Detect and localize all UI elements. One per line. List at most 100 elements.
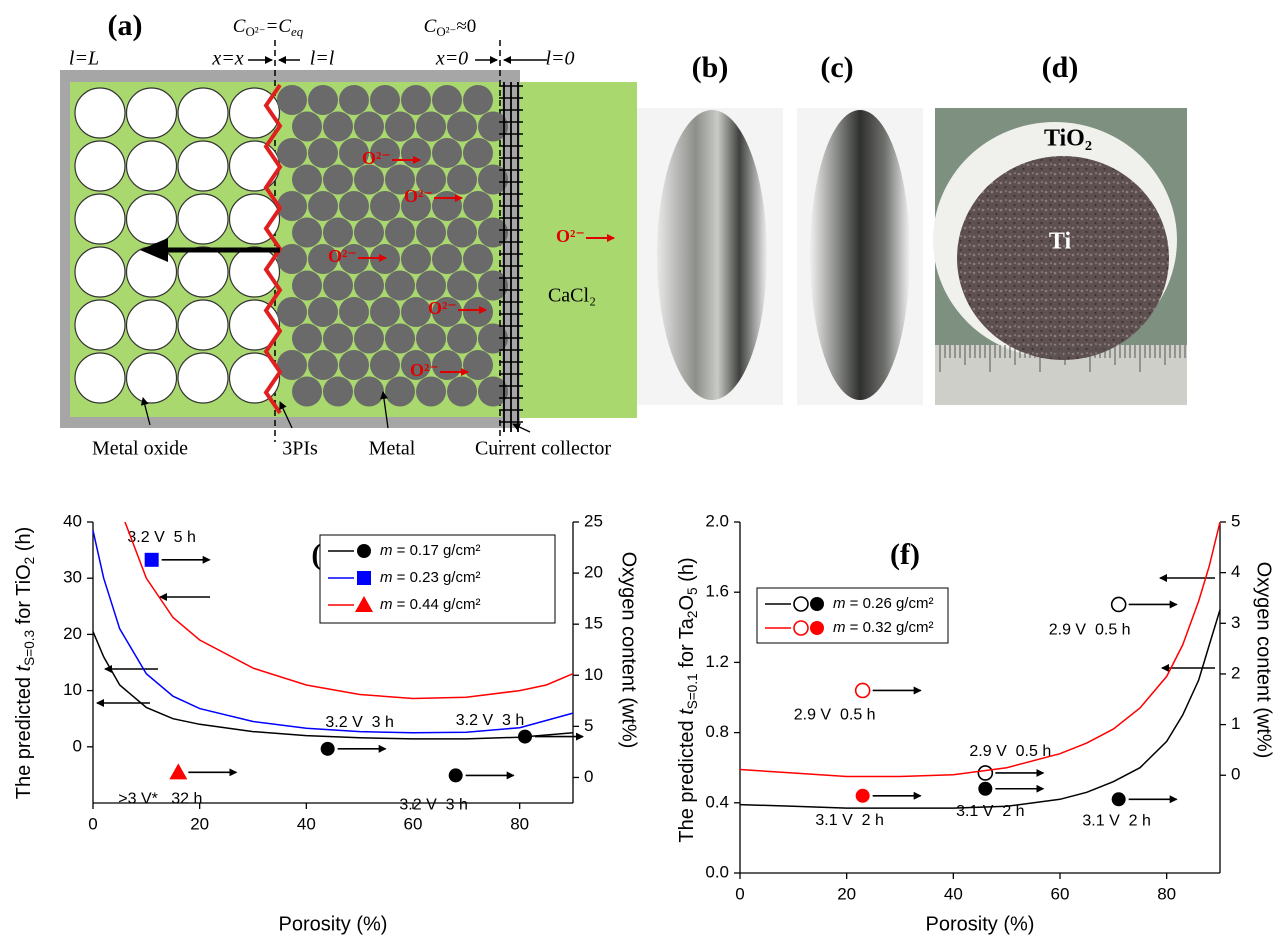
metal-particle	[370, 297, 400, 327]
x-axis-label: Porosity (%)	[926, 913, 1035, 935]
condition-label: 3.1 V 2 h	[1082, 813, 1151, 830]
y-tick-label: 1.2	[705, 652, 729, 671]
legend-marker	[810, 621, 824, 635]
marker	[856, 683, 870, 697]
text-segment: = 0.26 g/cm²	[846, 595, 934, 612]
condition-label: 2.9 V 0.5 h	[969, 743, 1051, 760]
x-axis-label: Porosity (%)	[279, 913, 388, 935]
legend-marker	[810, 597, 824, 611]
y-tick-label: 0	[73, 736, 82, 755]
metal-particle	[401, 297, 431, 327]
metal-particle	[370, 85, 400, 115]
concentration-label: CO²⁻=Ceq	[233, 16, 304, 39]
x-tick-label: 0	[88, 814, 97, 833]
y2-tick-label: 3	[1231, 613, 1240, 632]
metal-particle	[447, 377, 477, 407]
y-tick-label: 0.8	[705, 722, 729, 741]
x-tick-label: 20	[837, 884, 856, 903]
metal-particle	[354, 324, 384, 354]
legend-label: m = 0.17 g/cm²	[380, 542, 480, 559]
metal-particle	[401, 138, 431, 168]
marker	[856, 789, 870, 803]
y-axis-label: The predicted tS=0.3 for TiO2 (h)	[13, 527, 36, 799]
metal-particle	[339, 191, 369, 221]
ion-label: O²⁻	[410, 360, 439, 380]
text-segment: m	[833, 619, 846, 636]
oxide-particle	[178, 88, 228, 138]
condition-label: 2.9 V 0.5 h	[1049, 622, 1131, 639]
panel-label: (d)	[1042, 51, 1079, 84]
position-label: l=0	[545, 48, 574, 70]
legend-label: m = 0.44 g/cm²	[380, 596, 480, 613]
metal-particle	[308, 350, 338, 380]
position-label: x=x	[211, 48, 243, 70]
y-tick-label: 20	[63, 624, 82, 643]
metal-particle	[323, 324, 353, 354]
curve	[740, 522, 1220, 777]
y-tick-label: 10	[63, 680, 82, 699]
text-segment: 2	[685, 611, 700, 619]
metal-particle	[385, 112, 415, 142]
metal-particle	[308, 191, 338, 221]
text-segment: C	[424, 16, 437, 37]
photo-c-sample	[810, 110, 910, 400]
text-segment: for Ta	[676, 617, 698, 673]
marker	[978, 782, 992, 796]
marker	[1112, 792, 1126, 806]
text-segment: (h)	[13, 527, 35, 557]
text-segment: m	[833, 595, 846, 612]
metal-particle	[432, 138, 462, 168]
y-tick-label: 40	[63, 511, 82, 530]
y2-tick-label: 10	[584, 665, 603, 684]
metal-particle	[308, 297, 338, 327]
text-segment: 5	[685, 587, 700, 595]
x-tick-label: 80	[510, 814, 529, 833]
legend-marker	[357, 571, 371, 585]
metal-particle	[447, 218, 477, 248]
oxide-particle	[230, 141, 280, 191]
metal-particle	[354, 112, 384, 142]
condition-label: 3.2 V 3 h	[456, 712, 525, 729]
legend-label: m = 0.23 g/cm²	[380, 569, 480, 586]
metal-particle	[432, 191, 462, 221]
metal-particle	[354, 377, 384, 407]
metal-particle	[323, 218, 353, 248]
metal-particle	[323, 112, 353, 142]
metal-particle	[323, 377, 353, 407]
metal-particle	[277, 85, 307, 115]
y-tick-label: 2.0	[705, 511, 729, 530]
metal-particle	[447, 112, 477, 142]
metal-particle	[385, 271, 415, 301]
condition-label: 3.2 V 3 h	[399, 797, 468, 814]
oxide-particle	[75, 353, 125, 403]
text-segment: S=0.3	[22, 630, 37, 666]
text-segment: ≈0	[456, 16, 476, 37]
ion-label: O²⁻	[362, 148, 391, 168]
text-segment: for TiO	[13, 564, 35, 630]
y-tick-label: 1.6	[705, 582, 729, 601]
condition-label: 3.1 V 2 h	[956, 803, 1025, 820]
y2-tick-label: 25	[584, 511, 603, 530]
text-segment: C	[233, 16, 246, 37]
position-label: x=0	[435, 48, 468, 70]
x-tick-label: 20	[190, 814, 209, 833]
caption: Metal oxide	[92, 438, 188, 460]
marker	[1112, 597, 1126, 611]
metal-particle	[385, 324, 415, 354]
legend-marker	[357, 544, 371, 558]
text-segment: m	[380, 596, 393, 613]
caption: 3PIs	[282, 438, 318, 460]
text-segment: = 0.44 g/cm²	[393, 596, 481, 613]
metal-particle	[463, 138, 493, 168]
ion-label: O²⁻	[428, 298, 457, 318]
concentration-label: CO²⁻≈0	[424, 16, 477, 39]
ion-label: O²⁻	[404, 186, 433, 206]
substrate-label: TiO₂	[1044, 126, 1092, 152]
text-segment: O²⁻	[245, 24, 265, 39]
x-tick-label: 60	[1051, 884, 1070, 903]
position-label: l=L	[69, 48, 99, 70]
y2-tick-label: 5	[1231, 511, 1240, 530]
metal-particle	[323, 271, 353, 301]
metal-particle	[447, 165, 477, 195]
y2-tick-label: 0	[1231, 765, 1240, 784]
